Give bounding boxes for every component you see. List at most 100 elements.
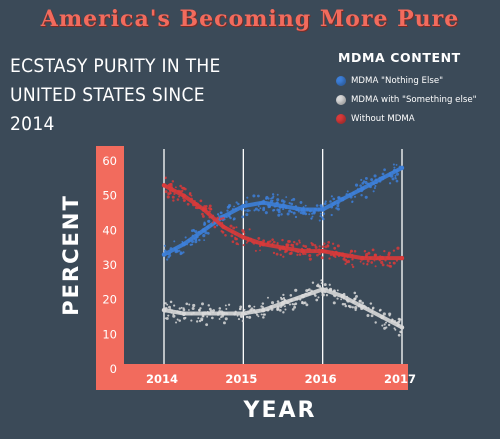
series-dot-0 <box>290 211 293 214</box>
series-line-0 <box>162 165 404 257</box>
series-dot-2 <box>298 239 301 242</box>
series-dot-2 <box>221 230 225 234</box>
series-dot-0 <box>346 190 349 193</box>
series-dot-2 <box>289 251 293 255</box>
series-dot-2 <box>241 228 245 232</box>
series-dot-0 <box>381 172 385 176</box>
series-dot-2 <box>362 262 365 265</box>
legend-title: MDMA CONTENT <box>338 50 461 65</box>
series-dot-0 <box>235 201 238 204</box>
series-dot-0 <box>299 211 303 215</box>
legend-dot-red <box>336 113 346 124</box>
series-dot-2 <box>164 177 167 180</box>
series-dot-0 <box>388 182 392 185</box>
series-dot-1 <box>184 316 187 319</box>
series-dot-2 <box>292 245 295 248</box>
series-point-2 <box>280 245 286 250</box>
series-dot-2 <box>208 207 211 210</box>
series-dot-0 <box>243 209 246 212</box>
chart-title: America's Becoming More Pure <box>40 6 460 32</box>
series-dot-1 <box>220 316 223 319</box>
series-dot-1 <box>336 297 339 300</box>
series-dot-2 <box>272 251 276 255</box>
series-point-0 <box>320 207 325 212</box>
series-dot-2 <box>371 248 375 252</box>
series-dot-1 <box>182 307 185 310</box>
series-dot-2 <box>166 195 170 199</box>
series-dot-1 <box>394 328 397 331</box>
series-dot-2 <box>279 253 283 257</box>
series-dot-1 <box>383 323 386 326</box>
series-dot-0 <box>354 183 359 187</box>
series-dot-1 <box>311 281 315 284</box>
series-dot-1 <box>255 313 259 316</box>
series-dot-1 <box>253 305 256 308</box>
series-dot-0 <box>264 211 268 215</box>
series-dot-0 <box>194 230 198 234</box>
series-dot-2 <box>269 240 272 243</box>
series-point-1 <box>201 311 206 316</box>
series-dot-0 <box>394 174 397 177</box>
x-tick-label: 2017 <box>384 372 416 386</box>
series-dot-2 <box>199 199 203 203</box>
series-dot-2 <box>176 198 180 201</box>
series-dot-2 <box>351 265 355 269</box>
series-dot-2 <box>219 217 223 221</box>
legend-item-without-mdma: Without MDMA <box>336 109 477 128</box>
series-dot-0 <box>219 211 223 215</box>
series-dot-1 <box>398 320 401 323</box>
series-point-2 <box>260 242 266 247</box>
series-dot-1 <box>227 303 231 306</box>
series-dot-2 <box>349 249 353 253</box>
series-dot-1 <box>332 301 336 305</box>
series-dot-1 <box>239 305 243 309</box>
series-dot-1 <box>200 317 204 321</box>
series-dot-0 <box>329 200 332 203</box>
series-dot-0 <box>383 168 386 172</box>
series-point-2 <box>221 224 226 230</box>
series-dot-1 <box>294 302 298 306</box>
series-dot-2 <box>323 242 326 245</box>
series-dot-0 <box>271 199 274 202</box>
series-dot-1 <box>387 323 391 327</box>
series-dot-2 <box>272 240 276 244</box>
series-dot-2 <box>271 238 274 241</box>
series-dot-0 <box>233 205 235 208</box>
series-dot-1 <box>199 307 202 310</box>
series-dot-2 <box>304 245 308 248</box>
series-dot-1 <box>260 305 263 308</box>
legend-label: Without MDMA <box>351 113 415 124</box>
series-dot-1 <box>267 296 269 299</box>
series-dot-0 <box>207 220 210 223</box>
series-dot-2 <box>326 244 329 247</box>
series-dot-0 <box>181 252 184 255</box>
series-dot-2 <box>235 242 239 246</box>
series-dot-2 <box>370 261 374 264</box>
series-dot-2 <box>383 249 386 253</box>
series-dot-0 <box>203 239 206 242</box>
series-dot-1 <box>195 320 199 323</box>
series-dot-2 <box>201 214 205 218</box>
series-dot-0 <box>299 201 303 204</box>
series-dot-2 <box>172 199 175 202</box>
series-dot-2 <box>295 242 299 246</box>
series-dot-0 <box>277 210 281 214</box>
series-dot-1 <box>172 314 176 318</box>
series-dot-0 <box>265 197 268 200</box>
series-point-0 <box>340 196 345 202</box>
series-dot-0 <box>392 163 395 166</box>
series-dot-1 <box>284 308 287 311</box>
series-dot-0 <box>315 204 319 207</box>
series-dot-0 <box>351 200 354 203</box>
series-dot-1 <box>191 307 195 311</box>
series-dot-2 <box>304 252 307 255</box>
series-dot-0 <box>310 217 313 220</box>
series-dot-2 <box>320 256 324 260</box>
series-dot-0 <box>282 200 286 204</box>
series-point-1 <box>181 311 187 316</box>
axis-band <box>96 146 408 390</box>
series-dot-0 <box>163 244 166 247</box>
series-dot-1 <box>358 299 362 303</box>
series-dot-2 <box>222 216 225 220</box>
series-dot-0 <box>190 229 194 233</box>
